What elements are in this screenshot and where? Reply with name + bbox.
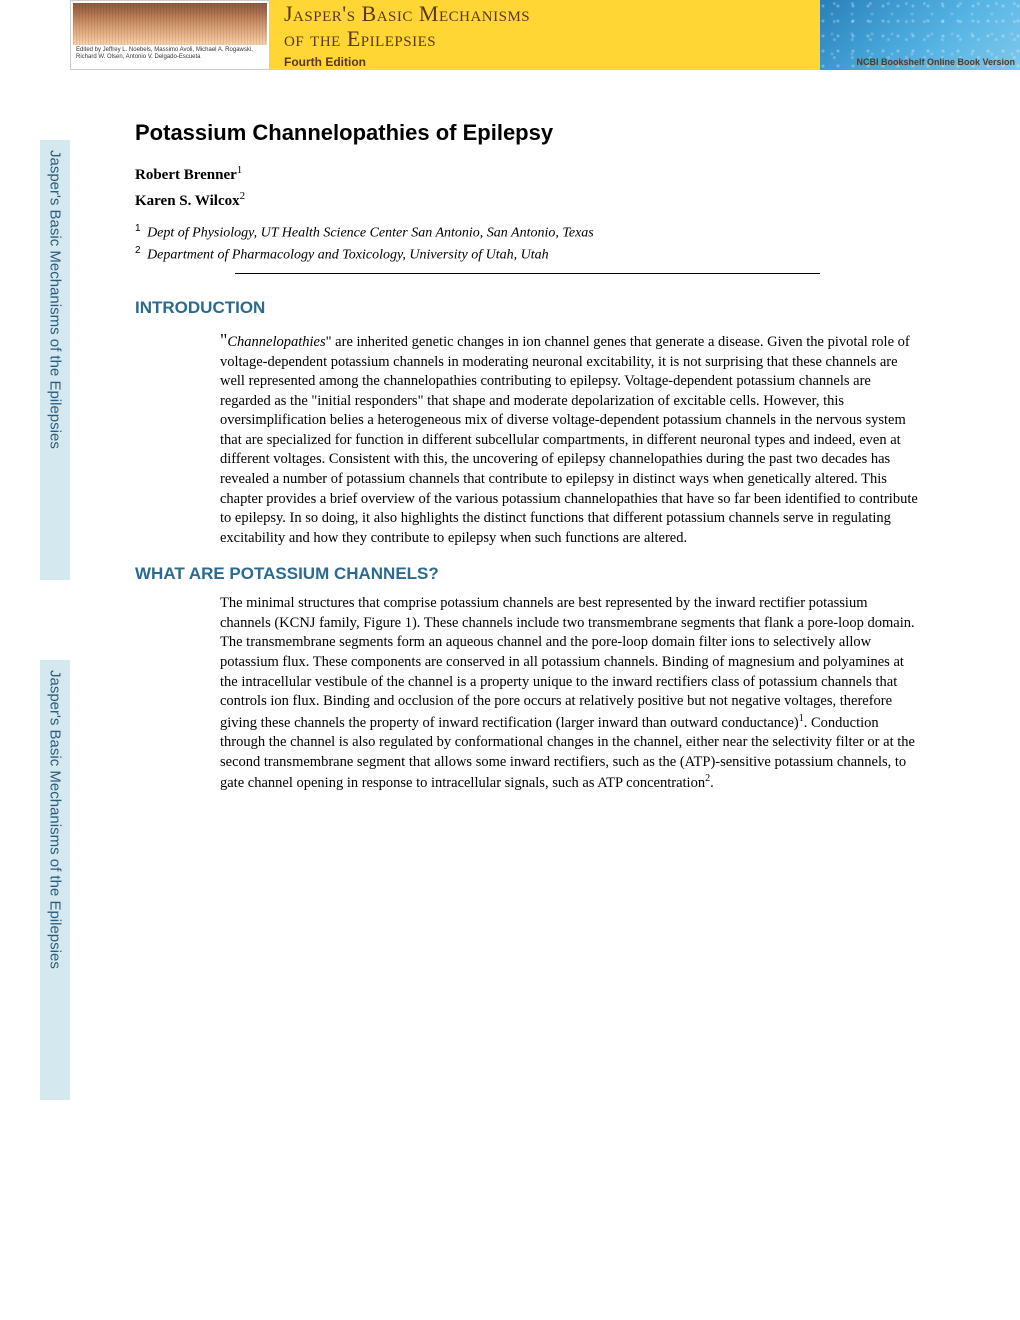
- affiliation-2: 2 Department of Pharmacology and Toxicol…: [135, 244, 920, 266]
- affiliation-2-text: Department of Pharmacology and Toxicolog…: [147, 247, 549, 262]
- title-line-2: of the Epilepsies: [284, 26, 436, 51]
- affiliations-block: 1 Dept of Physiology, UT Health Science …: [135, 222, 920, 265]
- title-line-1: Jasper's Basic Mechanisms: [284, 1, 530, 26]
- introduction-body: "Channelopathies" are inherited genetic …: [220, 328, 920, 548]
- header-title-block: Jasper's Basic Mechanisms of the Epileps…: [270, 0, 820, 70]
- article-title: Potassium Channelopathies of Epilepsy: [135, 120, 920, 146]
- section-heading-what-are: WHAT ARE POTASSIUM CHANNELS?: [135, 564, 920, 584]
- author-1-name: Robert Brenner: [135, 167, 237, 183]
- authors-block: Robert Brenner1 Karen S. Wilcox2: [135, 164, 920, 210]
- affiliation-1: 1 Dept of Physiology, UT Health Science …: [135, 222, 920, 244]
- article-content: Potassium Channelopathies of Epilepsy Ro…: [135, 70, 920, 794]
- author-2-ref: 2: [240, 190, 246, 202]
- section-heading-introduction: INTRODUCTION: [135, 298, 920, 318]
- book-series-title: Jasper's Basic Mechanisms of the Epileps…: [284, 1, 806, 52]
- edition-label: Fourth Edition: [284, 55, 806, 69]
- affiliation-1-ref: 1: [135, 223, 141, 234]
- ncbi-logo-text: NCBI Bookshelf Online Book Version: [856, 57, 1015, 67]
- book-cover-thumbnail: Edited by Jeffrey L. Noebels, Massimo Av…: [70, 0, 270, 70]
- thumbnail-editors-caption: Edited by Jeffrey L. Noebels, Massimo Av…: [73, 45, 267, 63]
- affiliation-2-ref: 2: [135, 245, 141, 256]
- author-1-ref: 1: [237, 164, 243, 176]
- header-bar: Edited by Jeffrey L. Noebels, Massimo Av…: [70, 0, 1020, 70]
- author-1: Robert Brenner1: [135, 164, 920, 184]
- what-are-body: The minimal structures that comprise pot…: [220, 594, 920, 793]
- header-divider: [235, 273, 820, 274]
- side-tab-upper: Jasper's Basic Mechanisms of the Epileps…: [40, 140, 70, 580]
- affiliation-1-text: Dept of Physiology, UT Health Science Ce…: [147, 226, 594, 241]
- author-2: Karen S. Wilcox2: [135, 190, 920, 210]
- ncbi-logo-block: NCBI Bookshelf Online Book Version: [820, 0, 1020, 70]
- side-tab-lower: Jasper's Basic Mechanisms of the Epileps…: [40, 660, 70, 1100]
- author-2-name: Karen S. Wilcox: [135, 193, 240, 209]
- eeg-trace-graphic: [73, 3, 267, 45]
